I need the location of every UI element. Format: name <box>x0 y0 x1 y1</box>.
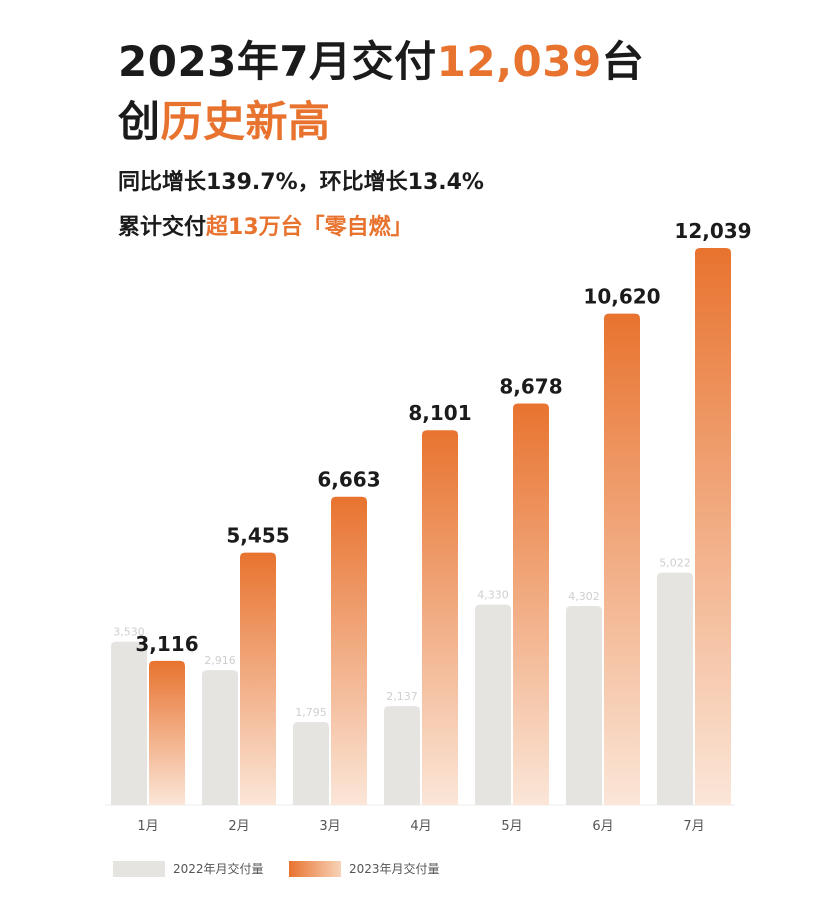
x-tick-label-4: 4月 <box>410 819 431 834</box>
value-label-2022-1: 3,530 <box>113 626 145 639</box>
value-label-2023-7: 12,039 <box>674 219 751 243</box>
headline-delivery-count: 12,039 <box>436 37 602 86</box>
bar-2023-6 <box>604 313 640 805</box>
headline-prefix: 2023年7月交付 <box>118 37 437 86</box>
value-label-2022-4: 2,137 <box>386 690 418 703</box>
x-tick-label-1: 1月 <box>137 819 158 834</box>
x-tick-label-5: 5月 <box>501 819 522 834</box>
value-label-2022-2: 2,916 <box>204 654 236 667</box>
cumulative-prefix: 累计交付 <box>118 215 207 240</box>
bar-2022-4 <box>384 706 420 805</box>
bar-2023-4 <box>422 430 458 805</box>
bar-2022-2 <box>202 670 238 805</box>
legend-label-2022: 2022年月交付量 <box>173 862 264 876</box>
legend-label-2023: 2023年月交付量 <box>349 862 440 876</box>
bar-2022-1 <box>111 641 147 805</box>
x-tick-label-7: 7月 <box>683 819 704 834</box>
headline-line-1: 2023年7月交付12,039台 <box>118 37 645 86</box>
bar-2023-5 <box>513 403 549 805</box>
headline-line2-prefix: 创 <box>118 97 161 146</box>
value-label-2023-3: 6,663 <box>317 468 380 492</box>
value-label-2023-1: 3,116 <box>135 632 198 656</box>
value-label-2022-7: 5,022 <box>659 557 691 570</box>
bar-2022-3 <box>293 721 329 805</box>
bar-2023-7 <box>695 248 731 805</box>
value-label-2022-5: 4,330 <box>477 589 509 602</box>
bar-2023-1 <box>149 660 185 805</box>
bar-2023-3 <box>331 496 367 805</box>
x-tick-label-2: 2月 <box>228 819 249 834</box>
value-label-2023-5: 8,678 <box>499 375 562 399</box>
legend-2022: 2022年月交付量 <box>113 860 264 877</box>
bar-2022-5 <box>475 604 511 805</box>
bar-2022-6 <box>566 605 602 805</box>
legend-swatch-2023 <box>289 860 341 877</box>
value-label-2023-2: 5,455 <box>226 524 289 548</box>
headline-suffix: 台 <box>601 37 645 86</box>
headline-record-high: 历史新高 <box>160 97 331 146</box>
headline-line-2: 创历史新高 <box>118 97 331 146</box>
value-label-2023-4: 8,101 <box>408 401 471 425</box>
cumulative-subtitle: 累计交付超13万台「零自燃」 <box>118 215 413 241</box>
value-label-2022-3: 1,795 <box>295 706 327 719</box>
legend-2023: 2023年月交付量 <box>289 860 440 877</box>
value-label-2022-6: 4,302 <box>568 590 600 603</box>
cumulative-highlight: 超13万台「零自燃」 <box>206 215 413 240</box>
legend-swatch-2022 <box>113 860 165 877</box>
bar-2022-7 <box>657 572 693 805</box>
bar-2023-2 <box>240 552 276 805</box>
x-tick-label-6: 6月 <box>592 819 613 834</box>
growth-subtitle: 同比增长139.7%，环比增长13.4% <box>118 170 484 195</box>
value-label-2023-6: 10,620 <box>583 285 660 309</box>
x-tick-label-3: 3月 <box>319 819 340 834</box>
